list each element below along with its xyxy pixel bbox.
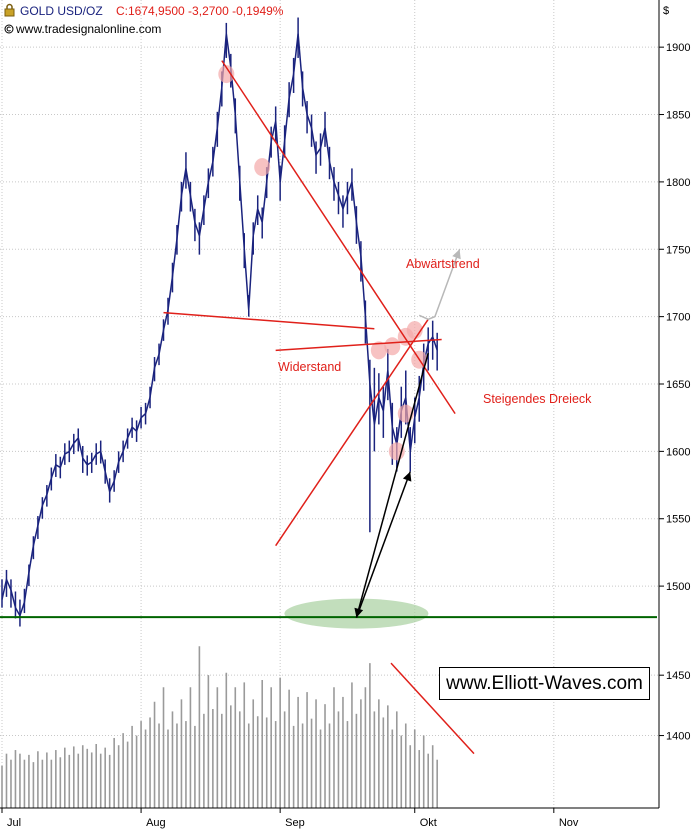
annotation-steigendes-dreieck: Steigendes Dreieck bbox=[483, 392, 592, 406]
watermark-text: www.Elliott-Waves.com bbox=[446, 672, 643, 694]
triangle-support-line bbox=[275, 318, 429, 547]
price-tick-label: 1550 bbox=[666, 514, 690, 526]
price-tick-label: 1850 bbox=[666, 110, 690, 122]
alt-projection-arrow-head bbox=[452, 249, 461, 260]
price-series bbox=[1, 17, 438, 627]
time-tick-label: Aug bbox=[146, 817, 166, 829]
time-tick-label: Nov bbox=[559, 817, 579, 829]
quote-label: C:1674,9500 -3,2700 -0,1949% bbox=[116, 4, 284, 18]
technical-drawings bbox=[0, 60, 657, 755]
touch-marker bbox=[218, 65, 235, 84]
price-tick-label: 1700 bbox=[666, 312, 690, 324]
lock-icon bbox=[3, 3, 17, 17]
touch-marker bbox=[388, 442, 405, 461]
watermark-box: www.Elliott-Waves.com bbox=[439, 667, 650, 700]
alt-projection-path bbox=[418, 314, 436, 321]
annotation-abwaertstrend: Abwärtstrend bbox=[406, 257, 480, 271]
alt-projection-arrow bbox=[434, 249, 461, 317]
projection-arrow-up bbox=[355, 471, 411, 618]
symbol-label: GOLD USD/OZ bbox=[20, 4, 103, 18]
touch-marker bbox=[370, 341, 387, 360]
touch-marker bbox=[254, 158, 271, 177]
annotation-widerstand: Widerstand bbox=[278, 360, 341, 374]
downtrend-line bbox=[221, 60, 456, 415]
time-tick-label: Jul bbox=[7, 817, 21, 829]
price-line bbox=[1, 33, 438, 618]
time-tick-label: Okt bbox=[420, 817, 437, 829]
copyright-icon bbox=[4, 23, 14, 34]
volume-tick-label: 1400 bbox=[666, 731, 690, 743]
price-tick-label: 1500 bbox=[666, 581, 690, 593]
touch-marker bbox=[384, 337, 401, 356]
price-tick-label: 1800 bbox=[666, 177, 690, 189]
price-tick-label: 1900 bbox=[666, 42, 690, 54]
currency-label: $ bbox=[663, 5, 669, 17]
volume-downtrend-line bbox=[390, 662, 475, 755]
projection-arrow-up-head bbox=[402, 471, 412, 482]
volume-tick-label: 1450 bbox=[666, 670, 690, 682]
projection-arrow-down bbox=[355, 352, 429, 618]
axes: 1500 1550 1600 1650 1700 1750 1800 1850 1900 1400… bbox=[1, 42, 690, 829]
price-tick-label: 1600 bbox=[666, 446, 690, 458]
source-label: www.tradesignalonline.com bbox=[16, 22, 162, 36]
price-tick-label: 1750 bbox=[666, 244, 690, 256]
volume-bars bbox=[1, 646, 438, 808]
triangle-top-line bbox=[275, 338, 442, 352]
time-tick-label: Sep bbox=[285, 817, 305, 829]
price-tick-label: 1650 bbox=[666, 379, 690, 391]
resistance-line bbox=[163, 311, 375, 330]
